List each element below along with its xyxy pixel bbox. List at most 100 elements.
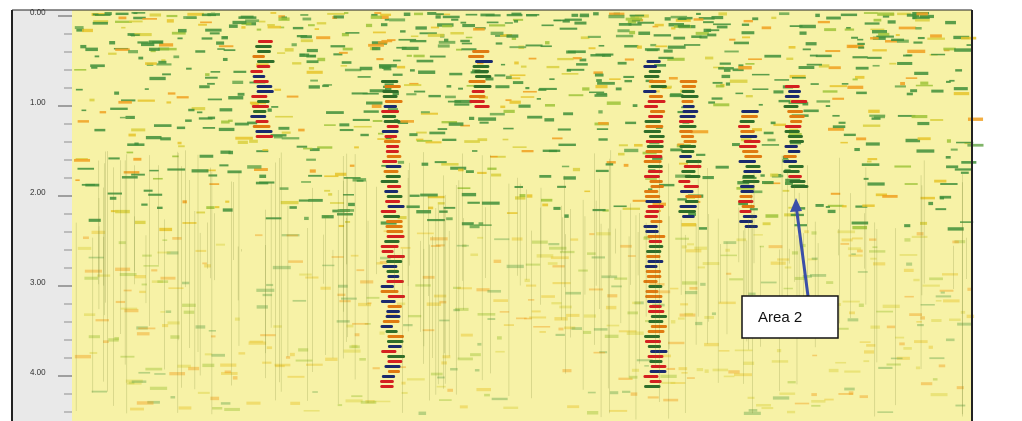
reflection <box>349 345 359 348</box>
strong-reflection <box>743 170 761 173</box>
reflection <box>381 23 387 26</box>
reflection <box>787 411 795 413</box>
reflection <box>331 45 346 47</box>
reflection <box>522 150 534 152</box>
reflection <box>545 41 549 44</box>
reflection <box>713 369 729 372</box>
reflection <box>548 262 558 265</box>
reflection <box>407 55 412 57</box>
strong-reflection <box>381 110 399 113</box>
reflection <box>832 98 844 100</box>
strong-reflection <box>683 105 695 108</box>
strong-reflection <box>257 65 271 68</box>
reflection <box>141 204 147 206</box>
reflection <box>382 67 390 69</box>
reflection <box>856 137 866 140</box>
strong-reflection <box>785 95 800 98</box>
strong-reflection <box>650 370 667 373</box>
reflection <box>195 50 205 52</box>
strong-reflection <box>681 95 699 98</box>
reflection <box>849 391 854 394</box>
reflection <box>863 125 880 127</box>
reflection <box>920 197 934 200</box>
reflection <box>495 351 504 353</box>
reflection <box>868 158 878 160</box>
strong-reflection <box>648 330 665 333</box>
reflection <box>707 34 716 37</box>
reflection <box>372 105 382 108</box>
reflection <box>352 323 368 325</box>
reflection <box>946 165 958 168</box>
reflection <box>837 230 855 233</box>
reflection <box>856 92 867 95</box>
reflection <box>124 290 132 292</box>
reflection <box>671 320 675 323</box>
reflection <box>955 405 965 407</box>
reflection <box>307 60 319 63</box>
reflection <box>593 12 599 15</box>
strong-reflection <box>684 165 702 168</box>
reflection <box>696 13 701 15</box>
reflection <box>596 79 602 82</box>
reflection <box>589 47 596 49</box>
reflection <box>246 402 260 405</box>
strong-reflection <box>649 360 662 363</box>
reflection <box>500 106 505 108</box>
reflection <box>916 12 928 15</box>
strong-reflection <box>744 140 761 143</box>
strong-reflection <box>681 150 694 153</box>
reflection <box>957 323 973 326</box>
reflection <box>460 22 466 24</box>
strong-reflection <box>790 120 802 123</box>
reflection <box>387 39 396 41</box>
reflection <box>588 392 596 394</box>
reflection <box>436 13 444 15</box>
reflection <box>83 236 89 239</box>
reflection <box>704 343 719 346</box>
reflection <box>920 82 928 85</box>
reflection <box>202 364 214 367</box>
reflection <box>774 79 789 81</box>
reflection <box>595 74 604 77</box>
reflection <box>409 133 417 136</box>
strong-reflection <box>468 55 484 58</box>
reflection <box>167 15 178 17</box>
reflection <box>187 13 204 16</box>
strong-reflection <box>784 145 797 148</box>
reflection <box>823 90 838 92</box>
reflection <box>426 141 442 143</box>
reflection <box>371 16 382 19</box>
reflection <box>310 169 316 172</box>
reflection <box>373 32 386 34</box>
reflection <box>372 47 380 50</box>
reflection <box>127 152 134 154</box>
reflection <box>738 66 752 69</box>
reflection <box>906 263 912 266</box>
reflection <box>228 151 233 154</box>
reflection <box>545 104 555 107</box>
strong-reflection <box>387 185 401 188</box>
strong-reflection <box>791 100 808 103</box>
reflection <box>458 358 473 361</box>
strong-reflection <box>257 85 273 88</box>
reflection <box>350 165 355 167</box>
reflection <box>78 247 91 250</box>
reflection <box>378 41 388 43</box>
strong-reflection <box>388 370 400 373</box>
reflection <box>718 67 734 69</box>
reflection <box>835 362 846 364</box>
reflection <box>82 29 93 32</box>
strong-reflection <box>386 315 401 318</box>
reflection <box>929 277 943 280</box>
reflection <box>501 64 505 66</box>
reflection <box>784 288 793 290</box>
reflection <box>110 108 128 110</box>
strong-reflection <box>253 75 266 78</box>
reflection <box>160 137 171 140</box>
reflection <box>665 17 671 20</box>
reflection <box>552 265 564 267</box>
reflection <box>94 129 105 132</box>
reflection <box>118 17 126 20</box>
reflection <box>678 18 687 20</box>
reflection <box>541 199 552 202</box>
